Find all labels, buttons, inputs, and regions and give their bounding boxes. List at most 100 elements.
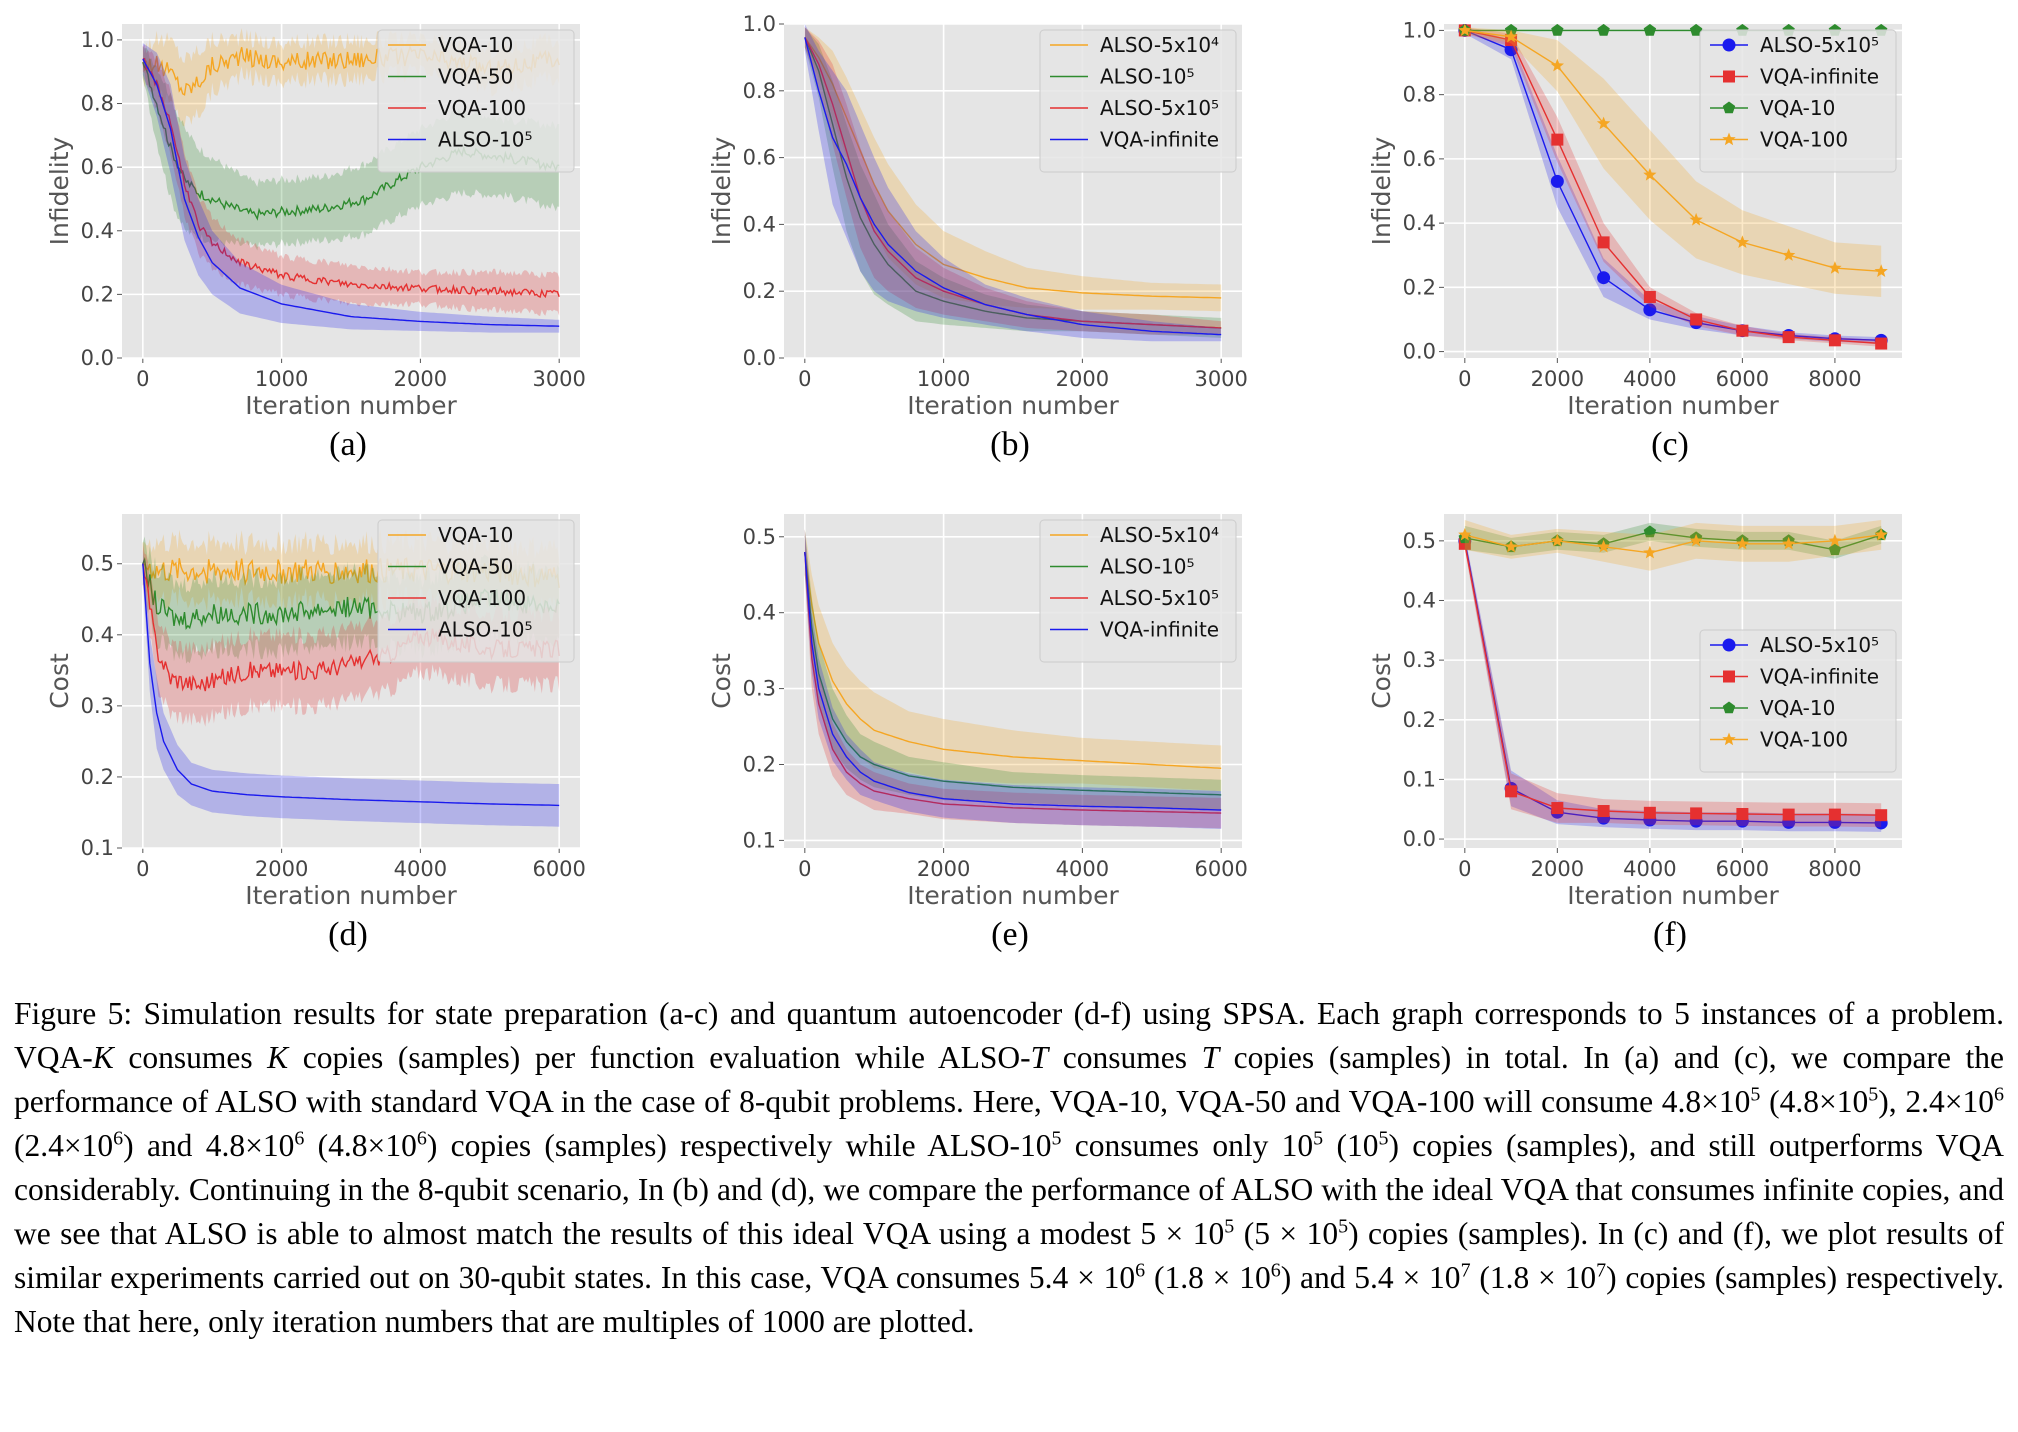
data-point bbox=[1782, 331, 1795, 344]
y-tick-label: 0.0 bbox=[81, 346, 114, 370]
legend: VQA-10 VQA-50 VQA-100 ALSO-10⁵ bbox=[377, 29, 575, 173]
data-point bbox=[1643, 806, 1656, 819]
data-point bbox=[1643, 525, 1657, 538]
legend-label: VQA-10 bbox=[1760, 96, 1835, 120]
plot-layer bbox=[1458, 520, 1888, 832]
exponent: 5 bbox=[1750, 1083, 1761, 1106]
x-tick-label: 1000 bbox=[917, 367, 970, 391]
exponent: 5 bbox=[1313, 1127, 1324, 1150]
plot-layer bbox=[804, 529, 1222, 829]
chart-svg: 0 1000 2000 3000 0.0 0.2 0.4 0.6 0.8 1.0 Iteration… bbox=[707, 12, 1248, 463]
data-point bbox=[1550, 174, 1564, 188]
data-point bbox=[1458, 24, 1472, 37]
data-point bbox=[1690, 313, 1703, 326]
series-band bbox=[804, 27, 1222, 312]
data-point bbox=[1828, 261, 1842, 274]
series-line bbox=[804, 551, 1222, 796]
legend-box bbox=[1039, 29, 1237, 173]
data-point bbox=[1550, 58, 1564, 72]
exponent: 6 bbox=[1135, 1259, 1146, 1282]
math-t: T bbox=[1030, 1040, 1049, 1075]
caption-text: consumes bbox=[113, 1040, 268, 1075]
legend-marker bbox=[1722, 38, 1736, 52]
y-tick-label: 0.2 bbox=[81, 765, 114, 789]
legend-label: VQA-10 bbox=[1760, 696, 1835, 720]
y-tick-label: 0.2 bbox=[1403, 275, 1436, 299]
legend-label: VQA-50 bbox=[438, 555, 513, 579]
caption-text: consumes bbox=[1048, 1040, 1202, 1075]
series-line bbox=[1464, 534, 1882, 554]
legend-label: VQA-100 bbox=[438, 586, 526, 610]
legend: ALSO-5x10⁵ VQA-infinite VQA-10 VQA-100 bbox=[1699, 29, 1897, 173]
legend-box bbox=[377, 29, 575, 173]
data-point bbox=[1874, 527, 1888, 541]
subfigure-label: (d) bbox=[328, 916, 368, 953]
data-point bbox=[1643, 545, 1657, 559]
legend: ALSO-5x10⁵ VQA-infinite VQA-10 VQA-100 bbox=[1699, 629, 1897, 773]
x-tick-label: 0 bbox=[798, 367, 811, 391]
series-line bbox=[142, 563, 560, 807]
x-tick-label: 6000 bbox=[1716, 857, 1769, 881]
exponent: 6 bbox=[416, 1127, 427, 1150]
y-tick-label: 0.4 bbox=[1403, 588, 1436, 612]
data-point bbox=[1689, 533, 1703, 547]
x-axis-label: Iteration number bbox=[907, 391, 1119, 420]
data-point bbox=[1782, 248, 1796, 261]
y-tick-label: 0.0 bbox=[743, 346, 776, 370]
y-tick-label: 0.6 bbox=[743, 146, 776, 170]
y-tick-label: 0.5 bbox=[1403, 529, 1436, 553]
data-point bbox=[1458, 527, 1472, 541]
series-band bbox=[1464, 520, 1882, 571]
data-point bbox=[1504, 539, 1518, 553]
y-tick-label: 0.1 bbox=[743, 828, 776, 852]
series-line bbox=[804, 36, 1222, 299]
legend-box bbox=[1699, 629, 1897, 773]
data-point bbox=[1597, 271, 1611, 285]
y-tick-label: 0.4 bbox=[743, 212, 776, 236]
x-tick-label: 2000 bbox=[1056, 367, 1109, 391]
chart-svg: 0 1000 2000 3000 0.0 0.2 0.4 0.6 0.8 1.0 Iteration… bbox=[45, 24, 586, 463]
caption-text: consumes only 10 bbox=[1061, 1128, 1314, 1163]
caption-text: copies (samples) per function evaluation… bbox=[288, 1040, 1031, 1075]
legend-label: ALSO-10⁵ bbox=[438, 128, 533, 152]
caption-text: (2.4×10 bbox=[14, 1128, 114, 1163]
chart-a: 0 1000 2000 3000 0.0 0.2 0.4 0.6 0.8 1.0 Iteration… bbox=[0, 0, 640, 480]
caption-text: (4.8×10 bbox=[1760, 1084, 1869, 1119]
legend-label: VQA-infinite bbox=[1100, 618, 1219, 642]
legend-box bbox=[377, 519, 575, 663]
x-tick-label: 4000 bbox=[394, 857, 447, 881]
series-band bbox=[142, 542, 560, 727]
series-line bbox=[1464, 29, 1882, 272]
legend-label: ALSO-5x10⁵ bbox=[1100, 96, 1219, 120]
legend-box bbox=[1699, 29, 1897, 173]
series-line bbox=[142, 58, 560, 327]
subfigure-label: (f) bbox=[1653, 916, 1687, 953]
data-point bbox=[1551, 802, 1564, 815]
y-tick-label: 0.0 bbox=[1403, 827, 1436, 851]
legend-label: VQA-10 bbox=[438, 33, 513, 57]
x-tick-label: 6000 bbox=[1194, 857, 1247, 881]
y-tick-label: 0.3 bbox=[81, 694, 114, 718]
math-t: T bbox=[1201, 1040, 1220, 1075]
data-point bbox=[1689, 24, 1703, 36]
y-tick-label: 0.8 bbox=[81, 92, 114, 116]
y-tick-label: 0.1 bbox=[81, 836, 114, 860]
y-tick-label: 0.6 bbox=[1403, 147, 1436, 171]
y-tick-label: 0.4 bbox=[743, 601, 776, 625]
y-tick-label: 1.0 bbox=[1403, 18, 1436, 42]
data-point bbox=[1643, 167, 1657, 181]
exponent: 5 bbox=[1338, 1215, 1349, 1238]
x-tick-label: 0 bbox=[136, 857, 149, 881]
data-point bbox=[1828, 533, 1842, 547]
data-point bbox=[1596, 539, 1611, 553]
series-band bbox=[804, 529, 1222, 829]
chart-b: 0 1000 2000 3000 0.0 0.2 0.4 0.6 0.8 1.0 Iteration… bbox=[662, 0, 1302, 480]
series-band bbox=[142, 44, 560, 317]
x-tick-label: 6000 bbox=[1716, 367, 1769, 391]
plot-layer bbox=[804, 24, 1222, 342]
caption-text: copies (samples) in total. In (a) and (c… bbox=[14, 1040, 2005, 1119]
legend: VQA-10 VQA-50 VQA-100 ALSO-10⁵ bbox=[377, 519, 575, 663]
legend-label: ALSO-10⁵ bbox=[1100, 65, 1195, 89]
y-axis-label: Infidelity bbox=[45, 136, 74, 245]
y-axis-label: Cost bbox=[1367, 653, 1396, 709]
